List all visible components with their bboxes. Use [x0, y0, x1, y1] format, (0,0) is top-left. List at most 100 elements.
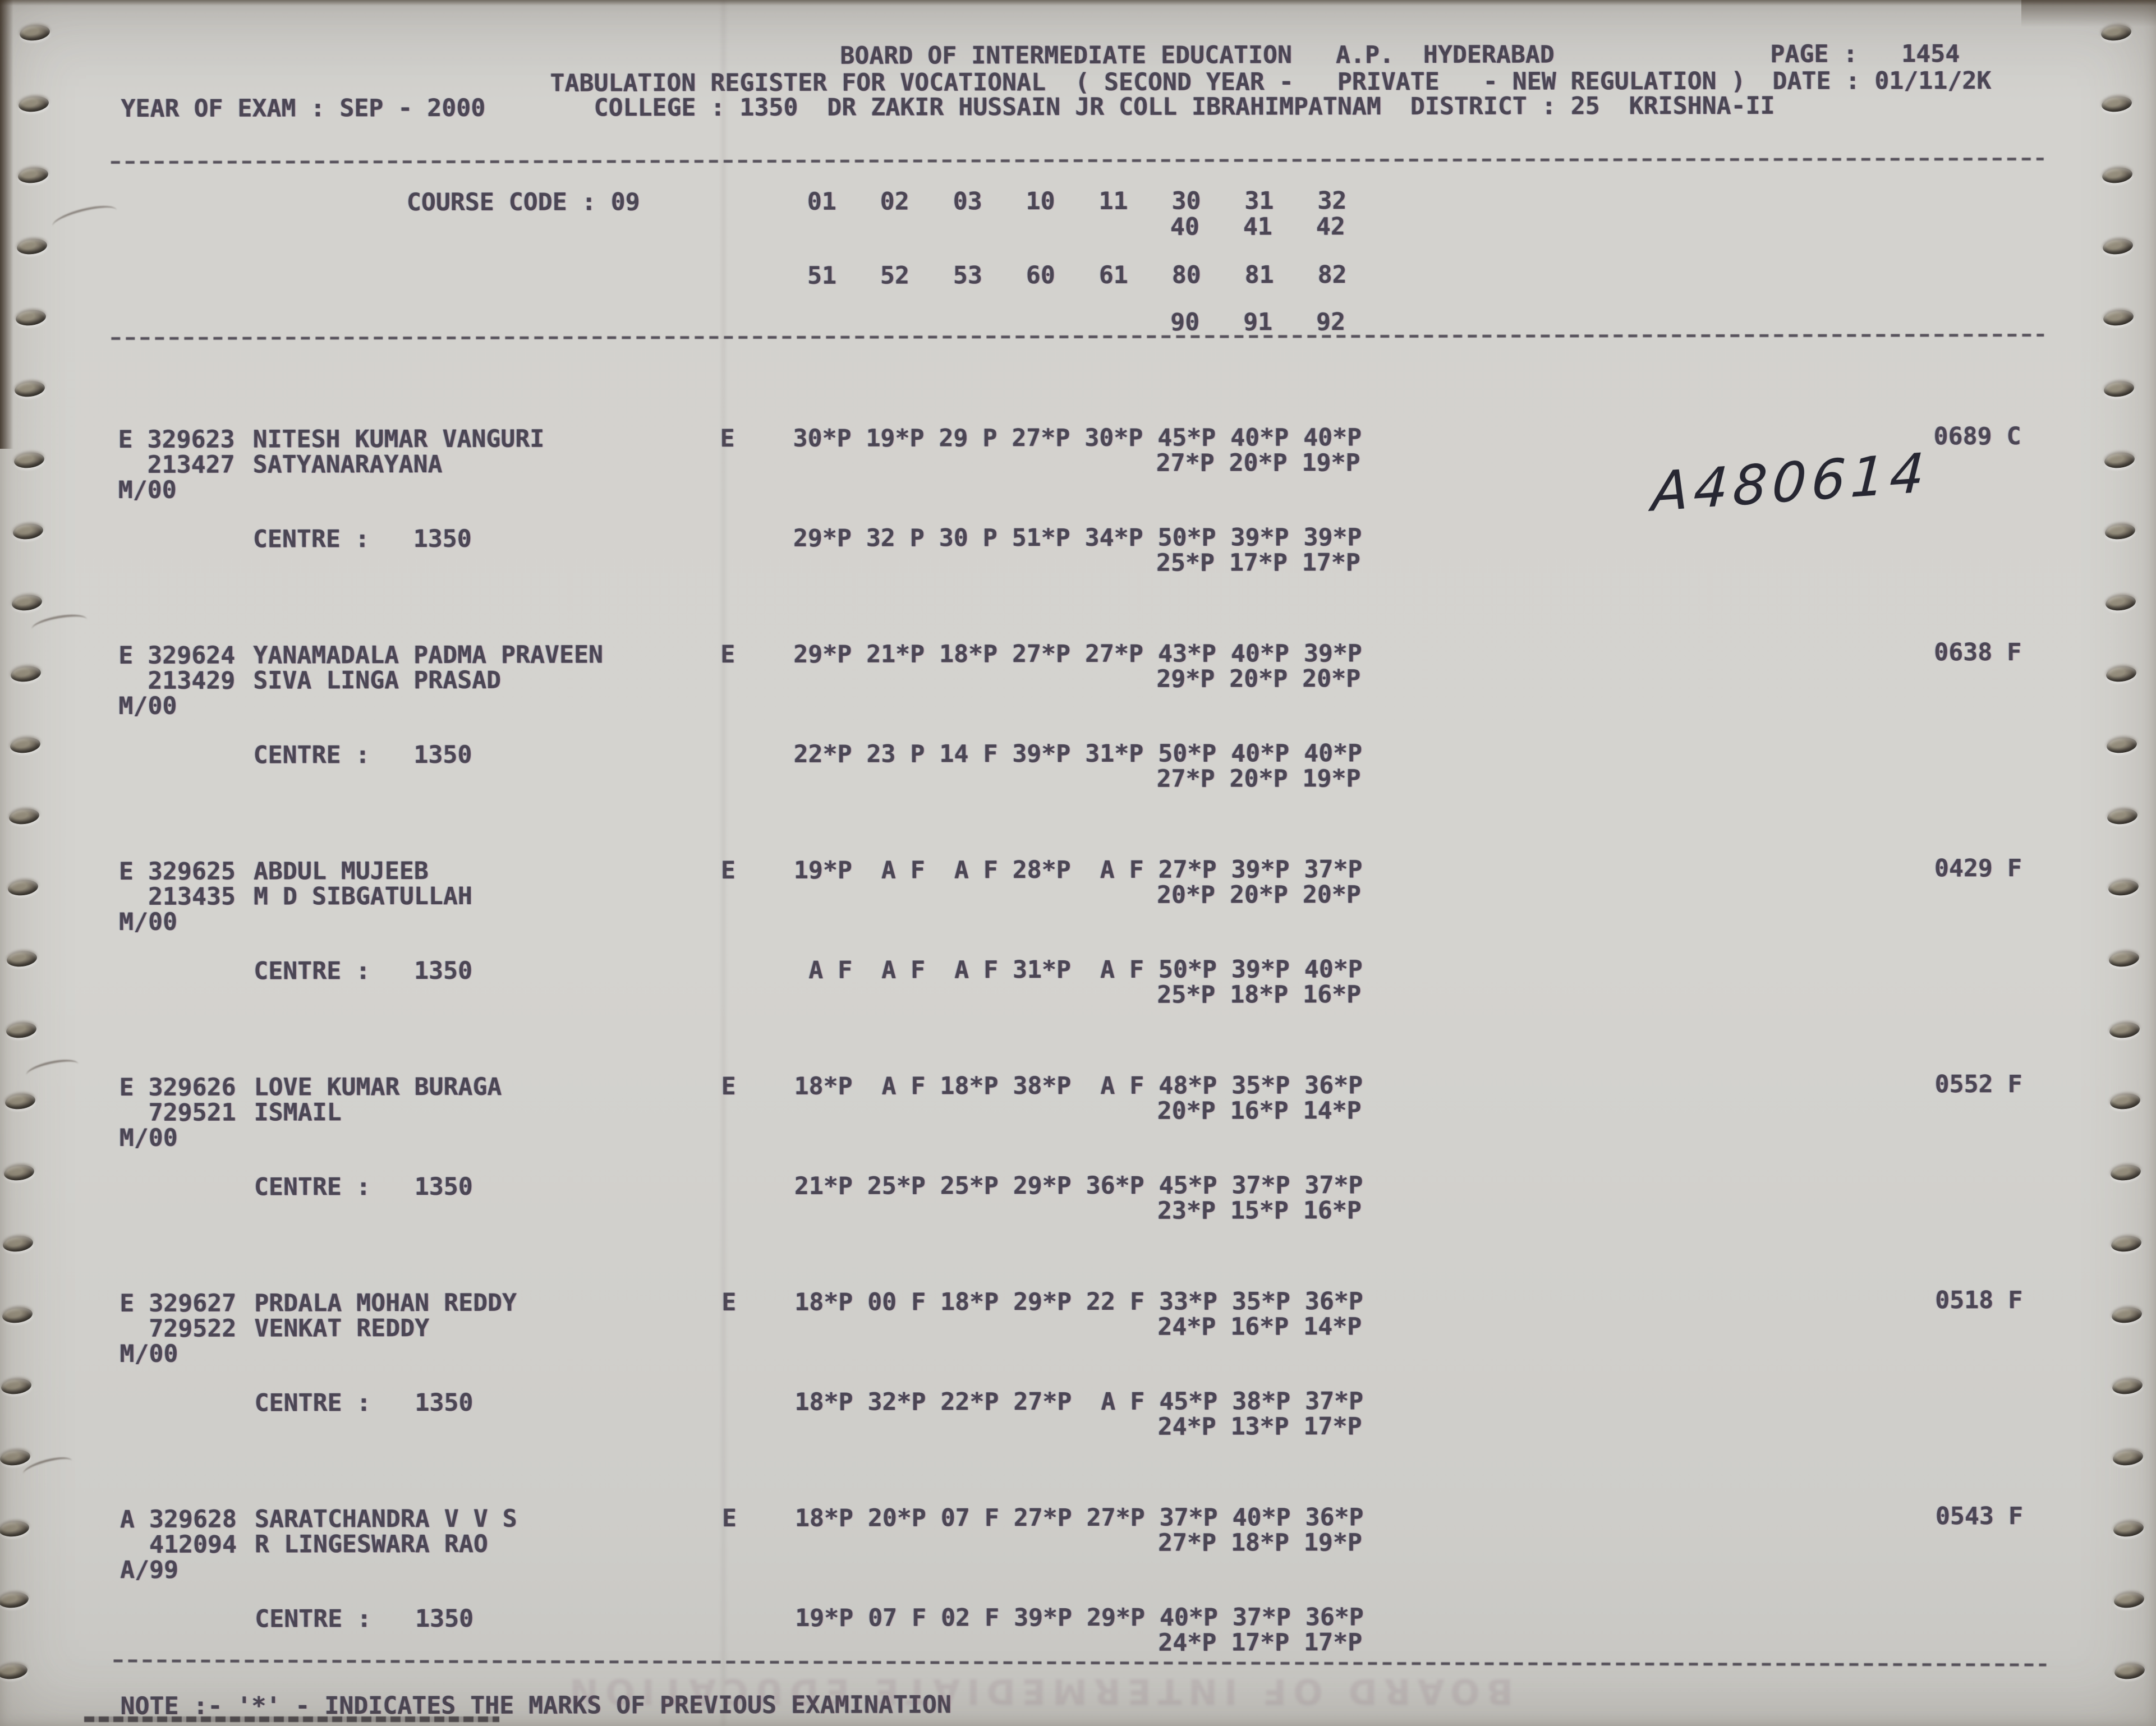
marks-row-1: 18*P 00 F 18*P 29*P 22 F 33*P 35*P 36*P: [794, 1287, 1363, 1317]
result-code: F: [2008, 1502, 2024, 1531]
result-code: F: [2007, 1070, 2022, 1099]
marks-row-1: 18*P A F 18*P 38*P A F 48*P 35*P 36*P: [794, 1071, 1363, 1101]
marks-row-1: 18*P 20*P 07 F 27*P 27*P 37*P 40*P 36*P: [794, 1503, 1364, 1532]
hall-ticket-number: 329625: [148, 857, 236, 886]
student-name: ABDUL MUJEEB: [253, 857, 429, 886]
subject-codes-row-3: 51 52 53 60 61 80 81 82: [793, 261, 1347, 290]
result-code: F: [2007, 638, 2022, 667]
enrollment-flag: E: [119, 1073, 134, 1102]
secondary-number: 213435: [148, 882, 236, 911]
enrollment-flag: A: [119, 1505, 135, 1534]
enrollment-flag: E: [118, 857, 134, 886]
marks-row-2: 21*P 25*P 25*P 29*P 36*P 45*P 37*P 37*P: [794, 1171, 1363, 1200]
enrollment-flag: E: [118, 641, 134, 670]
student-record: A 329628 SARATCHANDRA V V S 412094 R LIN…: [1, 1502, 2156, 1677]
marks-row-2b: 24*P 17*P 17*P: [1158, 1628, 1363, 1657]
marks-row-2: 19*P 07 F 02 F 39*P 29*P 40*P 37*P 36*P: [795, 1603, 1364, 1632]
paper-fold-line: [721, 0, 725, 1726]
hall-ticket-number: 329626: [148, 1073, 236, 1102]
total-marks: 0689: [1933, 422, 1992, 451]
subject-codes-row-4: 90 91 92: [1170, 308, 1346, 337]
marks-row-2: 18*P 32*P 22*P 27*P A F 45*P 38*P 37*P: [794, 1387, 1364, 1416]
marks-row-2: A F A F A F 31*P A F 50*P 39*P 40*P: [794, 955, 1363, 984]
subject-codes-row-2: 40 41 42: [1170, 213, 1345, 241]
student-name: PRDALA MOHAN REDDY: [254, 1288, 517, 1318]
appearance-code: M/00: [119, 908, 178, 936]
secondary-number: 213427: [147, 450, 235, 479]
centre-line: CENTRE : 1350: [252, 524, 472, 554]
hall-ticket-number: 329628: [149, 1505, 237, 1534]
total-marks: 0518: [1935, 1286, 1994, 1315]
centre-line: CENTRE : 1350: [255, 1604, 474, 1633]
marks-row-1b: 24*P 16*P 14*P: [1157, 1313, 1362, 1341]
father-name: SIVA LINGA PRASAD: [253, 666, 502, 695]
marks-row-1: 29*P 21*P 18*P 27*P 27*P 43*P 40*P 39*P: [793, 639, 1362, 669]
result-code: C: [2006, 422, 2021, 451]
total-marks: 0543: [1935, 1502, 1994, 1531]
father-name: SATYANARAYANA: [252, 450, 443, 479]
marks-row-2b: 24*P 13*P 17*P: [1157, 1412, 1362, 1441]
enrollment-flag: E: [119, 1289, 135, 1318]
separator-rule-top: [111, 157, 2044, 164]
total-marks: 0552: [1934, 1070, 1993, 1099]
father-name: ISMAIL: [254, 1098, 342, 1127]
centre-line: CENTRE : 1350: [254, 1388, 474, 1417]
secondary-number: 729522: [149, 1314, 237, 1343]
footnote: NOTE :- '*' - INDICATES THE MARKS OF PRE…: [120, 1691, 951, 1720]
centre-line: CENTRE : 1350: [254, 1172, 473, 1202]
result-code: F: [2007, 854, 2022, 883]
hall-ticket-number: 329624: [148, 641, 236, 670]
board-title: BOARD OF INTERMEDIATE EDUCATION A.P. HYD…: [840, 40, 1555, 70]
marks-row-1b: 27*P 20*P 19*P: [1156, 449, 1360, 477]
hall-ticket-number: 329627: [149, 1289, 237, 1318]
father-name: R LINGESWARA RAO: [255, 1530, 488, 1559]
father-name: M D SIBGATULLAH: [254, 882, 472, 911]
separator-rule-header: [111, 333, 2044, 340]
marks-row-2b: 27*P 20*P 19*P: [1156, 765, 1361, 793]
course-code-label: COURSE CODE : 09: [406, 188, 640, 217]
year-of-exam: YEAR OF EXAM : SEP - 2000: [121, 94, 486, 123]
student-record: E 329626 LOVE KUMAR BURAGA 729521 ISMAIL…: [1, 1070, 2156, 1245]
marks-row-2b: 23*P 15*P 16*P: [1157, 1196, 1362, 1225]
subject-codes-row-1: 01 02 03 10 11 30 31 32: [792, 187, 1347, 216]
secondary-number: 412094: [149, 1530, 237, 1559]
student-record: E 329624 YANAMADALA PADMA PRAVEEN 213429…: [0, 638, 2156, 813]
appearance-code: M/00: [118, 692, 177, 720]
marks-row-1b: 27*P 18*P 19*P: [1158, 1529, 1363, 1557]
enrollment-flag: E: [118, 425, 133, 454]
marks-row-1: 30*P 19*P 29 P 27*P 30*P 45*P 40*P 40*P: [793, 424, 1362, 453]
appearance-code: A/99: [120, 1555, 179, 1584]
marks-row-1b: 20*P 20*P 20*P: [1157, 881, 1361, 909]
total-marks: 0638: [1934, 638, 1993, 667]
hall-ticket-number: 329623: [147, 425, 235, 454]
marks-row-1b: 20*P 16*P 14*P: [1157, 1097, 1362, 1125]
secondary-number: 213429: [148, 666, 236, 695]
college-district-line: COLLEGE : 1350 DR ZAKIR HUSSAIN JR COLL …: [594, 91, 1775, 122]
student-name: NITESH KUMAR VANGURI: [252, 425, 545, 454]
student-record: E 329625 ABDUL MUJEEB 213435 M D SIBGATU…: [0, 854, 2156, 1029]
appearance-code: M/00: [119, 1124, 178, 1152]
marks-row-2b: 25*P 17*P 17*P: [1156, 549, 1360, 577]
cut-off-rule: [84, 1716, 499, 1722]
student-name: YANAMADALA PADMA PRAVEEN: [253, 641, 604, 670]
marks-row-2: 22*P 23 P 14 F 39*P 31*P 50*P 40*P 40*P: [793, 739, 1363, 768]
student-name: LOVE KUMAR BURAGA: [254, 1073, 502, 1102]
page-number: PAGE : 1454: [1770, 40, 1960, 68]
father-name: VENKAT REDDY: [254, 1314, 430, 1343]
marks-row-1b: 29*P 20*P 20*P: [1156, 665, 1361, 693]
student-record: E 329627 PRDALA MOHAN REDDY 729522 VENKA…: [1, 1286, 2156, 1461]
secondary-number: 729521: [148, 1098, 236, 1127]
centre-line: CENTRE : 1350: [254, 956, 473, 986]
result-code: F: [2008, 1286, 2023, 1315]
print-date: DATE : 01/11/2K: [1772, 67, 1992, 95]
centre-line: CENTRE : 1350: [253, 740, 472, 770]
photo-edge-top: [0, 0, 2156, 6]
marks-row-2b: 25*P 18*P 16*P: [1157, 981, 1362, 1009]
photo-edge-left: [0, 0, 13, 449]
total-marks: 0429: [1934, 854, 1993, 883]
appearance-code: M/00: [119, 1340, 178, 1368]
marks-row-2: 29*P 32 P 30 P 51*P 34*P 50*P 39*P 39*P: [793, 523, 1362, 553]
photo-edge-top-right: [2021, 0, 2156, 27]
